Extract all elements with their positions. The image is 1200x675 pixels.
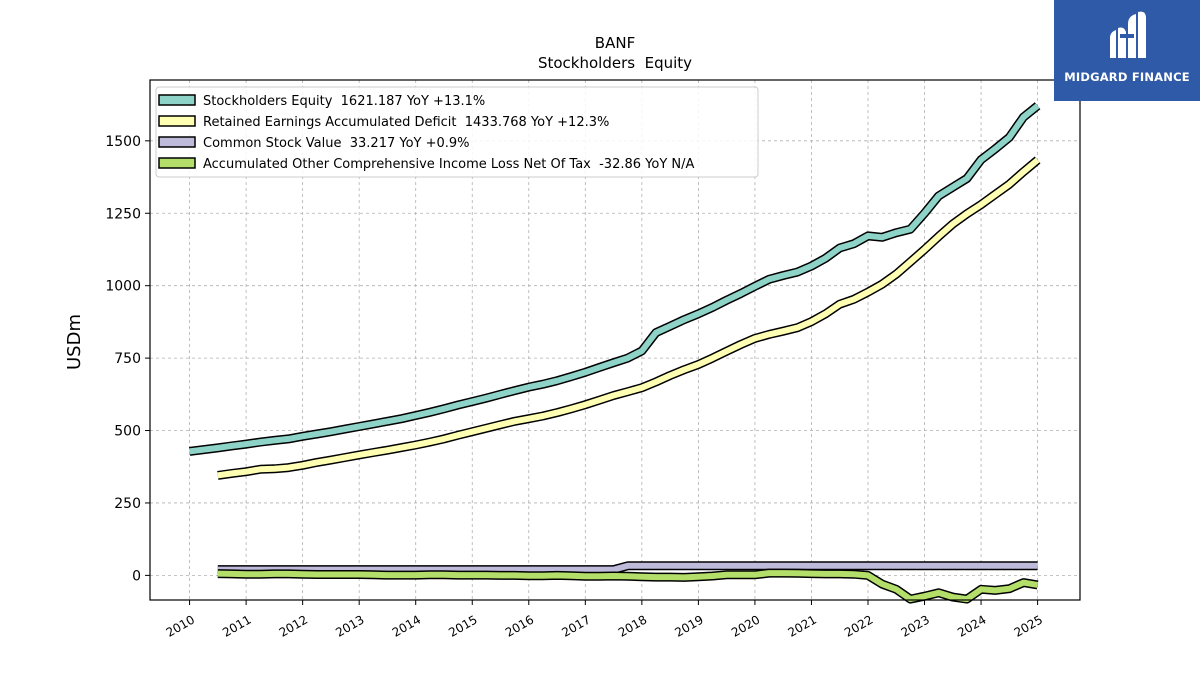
plot-frame [149, 79, 1081, 601]
legend-box [155, 86, 759, 178]
series-line-3 [217, 570, 1039, 603]
x-tick-label: 2015 [446, 612, 479, 639]
x-tick-label: 2021 [786, 612, 819, 639]
y-axis-label: USDm [64, 314, 85, 370]
x-tick-label: 2025 [1012, 612, 1045, 639]
legend-label: Common Stock Value 33.217 YoY +0.9% [203, 136, 470, 151]
x-tick-label: 2013 [333, 612, 366, 639]
chart-title: BANF [595, 34, 635, 52]
midgard-logo-icon [1110, 11, 1146, 59]
y-tick-label: 500 [114, 424, 141, 440]
brand-name: MIDGARD FINANCE [1064, 70, 1190, 84]
x-tick-label: 2022 [842, 612, 875, 639]
y-tick-label: 750 [114, 351, 141, 367]
x-tick-label: 2024 [955, 612, 988, 639]
x-tick-label: 2016 [503, 612, 536, 639]
x-tick-label: 2014 [390, 612, 423, 639]
x-tick-label: 2010 [164, 612, 197, 639]
y-tick-label: 1500 [105, 134, 141, 150]
y-tick-label: 250 [114, 496, 141, 512]
y-tick-label: 1000 [105, 279, 141, 295]
x-tick-label: 2019 [672, 612, 705, 639]
series-line-1 [217, 157, 1040, 479]
legend-swatch [158, 157, 196, 169]
legend-label: Stockholders Equity 1621.187 YoY +13.1% [203, 94, 485, 109]
x-tick-label: 2020 [729, 612, 762, 639]
legend-swatch [158, 94, 196, 106]
x-tick-label: 2018 [616, 612, 649, 639]
legend-swatch [158, 136, 196, 148]
y-tick-label: 0 [132, 568, 141, 584]
series-line-2 [217, 562, 1038, 573]
x-tick-label: 2011 [220, 612, 253, 639]
series-layer [189, 102, 1041, 604]
series-line-0 [189, 103, 1040, 455]
y-tick-label: 1250 [105, 206, 141, 222]
legend-label: Accumulated Other Comprehensive Income L… [203, 157, 694, 172]
x-tick-label: 2012 [277, 612, 310, 639]
chart-subtitle: Stockholders Equity [538, 54, 692, 72]
x-tick-label: 2017 [559, 612, 592, 639]
x-tick-label: 2023 [899, 612, 932, 639]
brand-logo: MIDGARD FINANCE [1054, 0, 1200, 101]
legend-label: Retained Earnings Accumulated Deficit 14… [203, 115, 609, 130]
legend: Stockholders Equity 1621.187 YoY +13.1% R… [155, 86, 759, 178]
legend-swatch [158, 115, 196, 127]
